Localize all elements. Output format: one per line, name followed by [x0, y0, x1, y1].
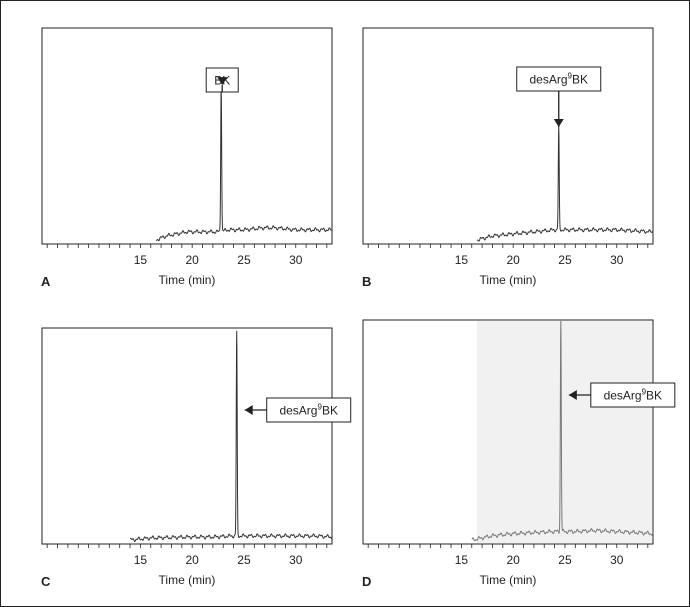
annotation-arrowhead	[217, 77, 228, 86]
chromatogram-trace	[155, 84, 333, 242]
shaded-region	[476, 321, 652, 543]
chromatogram-trace	[129, 330, 333, 543]
x-tick-label: 30	[289, 553, 303, 567]
x-tick-label: 15	[455, 553, 469, 567]
x-tick-label: 20	[506, 553, 520, 567]
annotation-arrowhead	[244, 405, 253, 415]
plot-frame	[362, 27, 654, 245]
plot-frame	[41, 327, 333, 545]
x-tick-label: 20	[185, 553, 199, 567]
x-tick-label: 25	[237, 253, 251, 267]
x-tick-label: 15	[134, 553, 148, 567]
x-axis-title: Time (min)	[480, 273, 537, 287]
chromatogram-trace	[476, 126, 654, 242]
x-tick-label: 30	[610, 553, 624, 567]
plot-frame	[41, 27, 333, 245]
x-axis-title: Time (min)	[159, 273, 216, 287]
x-tick-label: 15	[455, 253, 469, 267]
x-tick-label: 30	[610, 253, 624, 267]
x-tick-label: 25	[558, 553, 572, 567]
x-axis-title: Time (min)	[159, 573, 216, 587]
x-tick-label: 20	[185, 253, 199, 267]
x-tick-label: 20	[506, 253, 520, 267]
annotation-box	[590, 382, 676, 408]
x-tick-label: 30	[289, 253, 303, 267]
annotation-arrowhead	[553, 119, 564, 127]
x-tick-label: 25	[558, 253, 572, 267]
panel-letter: D	[362, 574, 371, 589]
x-tick-label: 15	[134, 253, 148, 267]
panel-letter: C	[41, 574, 51, 589]
x-tick-label: 25	[237, 553, 251, 567]
chromatogram-trace	[471, 320, 654, 542]
annotation-arrowhead	[568, 390, 577, 400]
panel-letter: B	[362, 274, 371, 289]
annotation-label: desArg9BK	[530, 72, 589, 87]
annotation-label: desArg9BK	[279, 403, 338, 418]
panel-letter: A	[41, 274, 51, 289]
x-axis-title: Time (min)	[480, 573, 537, 587]
annotation-label: desArg9BK	[604, 388, 663, 403]
